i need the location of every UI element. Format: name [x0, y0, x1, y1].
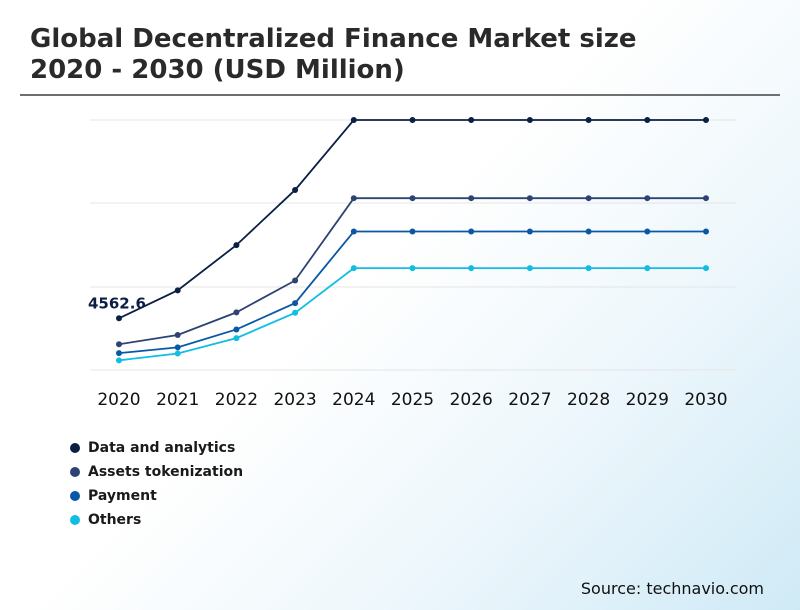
chart-title: Global Decentralized Finance Market size… [30, 24, 637, 86]
x-tick-label: 2028 [567, 390, 610, 410]
data-point [468, 265, 475, 272]
data-point [644, 228, 651, 235]
chart-title-line: Global Decentralized Finance Market size [30, 24, 637, 54]
data-point [468, 117, 475, 123]
legend-item: Payment [70, 484, 243, 508]
data-point [292, 300, 299, 307]
legend-label: Assets tokenization [88, 464, 244, 480]
data-point [409, 117, 416, 123]
data-point [174, 287, 181, 294]
data-point [409, 228, 416, 235]
data-point [526, 195, 533, 202]
data-point [644, 117, 651, 123]
x-tick-label: 2026 [450, 390, 493, 410]
legend-label: Data and analytics [88, 440, 236, 456]
data-point [644, 265, 651, 272]
legend-item: Data and analytics [70, 436, 243, 460]
legend-label: Others [88, 512, 142, 528]
data-point [174, 332, 181, 339]
series-line [118, 267, 706, 362]
legend-dot-others [70, 515, 80, 525]
title-divider [20, 94, 780, 96]
data-point [350, 195, 357, 202]
data-point [703, 228, 709, 235]
chart-subtitle-line: 2020 - 2030 (USD Million) [30, 55, 405, 85]
data-label: 4562.6 [88, 294, 146, 312]
data-point [292, 277, 299, 284]
data-point [233, 242, 240, 249]
data-point [468, 195, 475, 202]
data-point [292, 309, 299, 316]
x-tick-label: 2029 [626, 390, 669, 410]
data-point [409, 195, 416, 202]
data-point [116, 357, 122, 364]
legend-item: Assets tokenization [70, 460, 243, 484]
data-point [350, 228, 357, 235]
series-line [118, 119, 706, 320]
legend-item: Others [70, 508, 243, 532]
x-tick-label: 2025 [391, 390, 434, 410]
data-point [350, 117, 357, 123]
data-point [585, 228, 592, 235]
data-point [703, 195, 709, 202]
data-point [174, 350, 181, 357]
x-tick-label: 2024 [332, 390, 375, 410]
data-point [233, 309, 240, 316]
legend-dot-payment [70, 491, 80, 501]
data-point [409, 265, 416, 272]
x-tick-label: 2020 [97, 390, 140, 410]
data-point [350, 265, 357, 272]
source-credit: Source: technavio.com [580, 579, 764, 598]
data-point [292, 186, 299, 193]
x-tick-label: 2023 [273, 390, 316, 410]
data-point [174, 344, 181, 351]
data-point [585, 265, 592, 272]
data-point [644, 195, 651, 202]
data-point [526, 228, 533, 235]
series-line [118, 230, 706, 355]
x-tick-label: 2021 [156, 390, 199, 410]
data-point [585, 117, 592, 123]
data-point [116, 350, 122, 357]
data-point [585, 195, 592, 202]
data-point [703, 117, 709, 123]
x-tick-label: 2022 [215, 390, 258, 410]
legend-dot-data-and-analytics [70, 443, 80, 453]
x-tick-label: 2027 [508, 390, 551, 410]
series-line [118, 197, 706, 346]
legend-label: Payment [88, 488, 157, 504]
data-point [468, 228, 475, 235]
data-point [703, 265, 709, 272]
x-tick-label: 2030 [684, 390, 727, 410]
legend-dot-assets-tokenization [70, 467, 80, 477]
data-point [526, 117, 533, 123]
data-point [116, 315, 122, 322]
chart-legend: Data and analytics Assets tokenization P… [70, 436, 243, 532]
data-point [233, 335, 240, 342]
data-point [233, 326, 240, 333]
data-point [116, 341, 122, 348]
data-point [526, 265, 533, 272]
